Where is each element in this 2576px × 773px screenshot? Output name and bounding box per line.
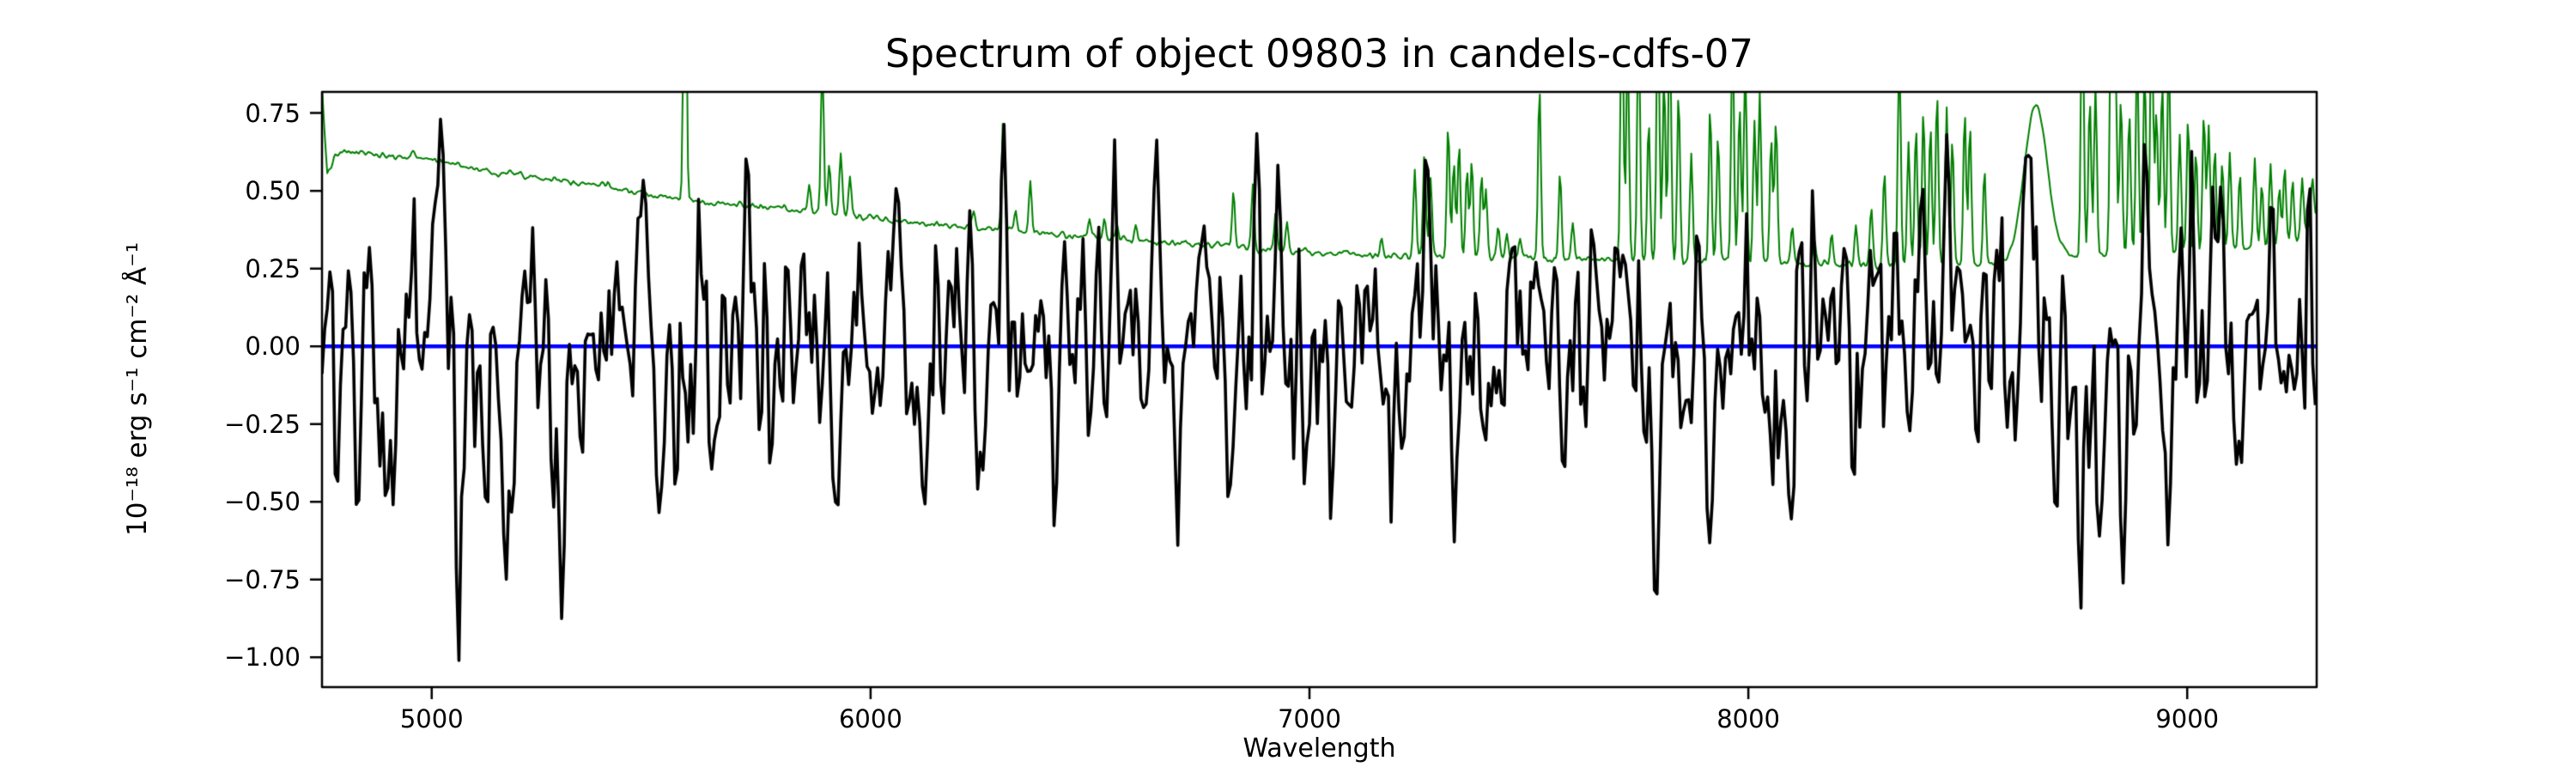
y-tick-label: −0.75 [224,564,301,594]
x-tick-label: 8000 [1716,704,1781,733]
x-tick-label: 7000 [1278,704,1341,733]
x-tick-label: 9000 [2155,704,2220,733]
y-tick-label: −0.25 [224,409,301,439]
y-tick-label: −0.50 [224,487,301,517]
y-tick-label: −1.00 [224,642,301,673]
y-axis-label: 10⁻¹⁸ erg s⁻¹ cm⁻² Å⁻¹ [122,242,153,536]
y-tick-label: 0.25 [245,253,301,283]
x-tick-label: 6000 [838,704,902,733]
y-tick-label: 0.00 [245,332,301,362]
plot-title: Spectrum of object 09803 in candels-cdfs… [884,31,1754,76]
x-tick-label: 5000 [399,704,464,733]
x-axis-label: Wavelength [1242,733,1396,764]
y-tick-label: 0.50 [245,176,301,206]
y-tick-label: 0.75 [245,98,301,128]
